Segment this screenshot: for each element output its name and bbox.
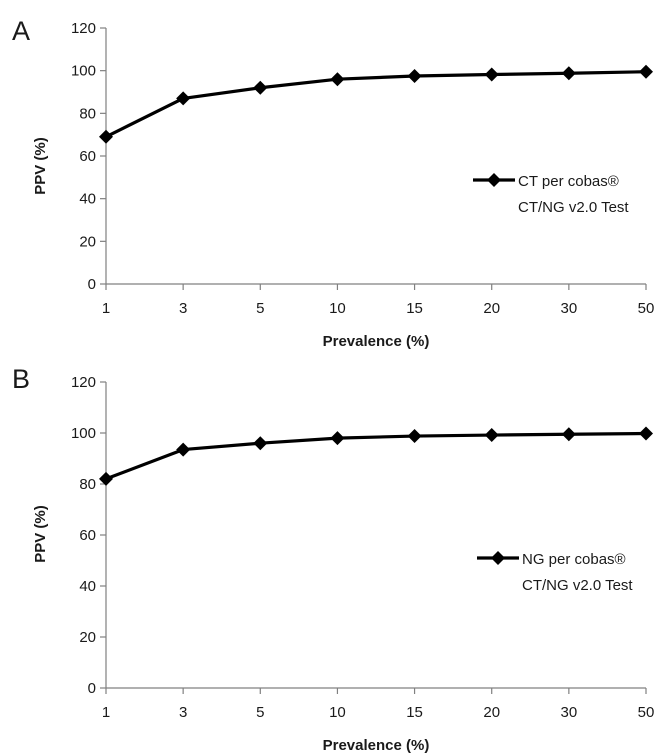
- x-tick-label: 10: [329, 300, 346, 317]
- data-point-marker: [99, 129, 113, 144]
- x-tick-label: 15: [406, 300, 423, 317]
- data-point-marker: [639, 64, 653, 79]
- data-point-marker: [639, 426, 653, 441]
- series-line: [105, 70, 647, 139]
- data-point-marker: [99, 471, 113, 486]
- x-tick-label: 30: [561, 300, 578, 317]
- data-point-marker: [407, 69, 422, 83]
- panel-label: B: [12, 364, 30, 394]
- x-tick-label: 5: [256, 704, 264, 721]
- legend-marker-swatch: [487, 173, 501, 187]
- y-tick-label: 60: [79, 527, 96, 544]
- y-tick-label: 40: [79, 578, 96, 595]
- plot-area: [99, 426, 653, 486]
- data-point-marker: [484, 67, 499, 82]
- x-tick-label: 10: [329, 704, 346, 721]
- y-tick-label: 0: [88, 276, 96, 293]
- axes: 0 20 40 60 80 100 120 1 3 5 10 15 20 30 50: [71, 20, 654, 317]
- x-tick-label: 1: [102, 300, 110, 317]
- y-tick-label: 0: [88, 680, 96, 697]
- legend-entry-line-2: CT/NG v2.0 Test: [522, 577, 633, 594]
- x-tick-label: 5: [256, 300, 264, 317]
- data-point-marker: [176, 91, 191, 106]
- y-tick-label: 80: [79, 105, 96, 122]
- data-point-marker: [176, 442, 191, 457]
- x-tick-label: 50: [638, 300, 655, 317]
- x-axis-title: Prevalence (%): [323, 737, 430, 754]
- data-point-marker: [330, 431, 345, 446]
- data-point-marker: [484, 428, 499, 443]
- y-axis-title: PPV (%): [32, 505, 49, 563]
- plot-area: [99, 64, 653, 144]
- x-tick-label: 50: [638, 704, 655, 721]
- legend: CT per cobas® CT/NG v2.0 Test: [473, 173, 629, 216]
- data-point-marker: [253, 436, 268, 451]
- legend: NG per cobas® CT/NG v2.0 Test: [477, 551, 633, 594]
- y-tick-label: 100: [71, 425, 96, 442]
- legend-entry-line-1: NG per cobas®: [522, 551, 626, 568]
- chart-panel-b: B 0 20 40 60 80 100 120 1 3 5 10 15 20 30 50 PPV (%) P…: [12, 364, 654, 754]
- x-tick-label: 1: [102, 704, 110, 721]
- data-point-marker: [330, 72, 345, 87]
- chart-panel-a: A 0 20 40 60 80 100 120 1 3 5 10 15 20 30 50 PPV (%) P…: [12, 16, 654, 350]
- y-tick-label: 120: [71, 374, 96, 391]
- y-tick-label: 80: [79, 476, 96, 493]
- legend-entry-line-1: CT per cobas®: [518, 173, 619, 190]
- panel-label: A: [12, 16, 30, 46]
- data-point-marker: [253, 80, 268, 95]
- x-tick-label: 3: [179, 704, 187, 721]
- y-axis-title: PPV (%): [32, 137, 49, 195]
- legend-entry-line-2: CT/NG v2.0 Test: [518, 199, 629, 216]
- x-tick-label: 20: [483, 300, 500, 317]
- data-point-marker: [561, 66, 576, 81]
- x-tick-label: 20: [483, 704, 500, 721]
- x-tick-label: 30: [561, 704, 578, 721]
- y-tick-label: 60: [79, 148, 96, 165]
- x-axis-title: Prevalence (%): [323, 333, 430, 350]
- data-point-marker: [407, 429, 422, 444]
- y-tick-label: 20: [79, 233, 96, 250]
- legend-marker-swatch: [491, 551, 505, 565]
- y-tick-label: 120: [71, 20, 96, 37]
- y-tick-label: 40: [79, 191, 96, 208]
- x-tick-label: 15: [406, 704, 423, 721]
- x-tick-label: 3: [179, 300, 187, 317]
- axes: 0 20 40 60 80 100 120 1 3 5 10 15 20 30 50: [71, 374, 654, 721]
- series-line: [105, 431, 647, 481]
- data-point-marker: [561, 427, 576, 442]
- y-tick-label: 20: [79, 629, 96, 646]
- y-tick-label: 100: [71, 63, 96, 80]
